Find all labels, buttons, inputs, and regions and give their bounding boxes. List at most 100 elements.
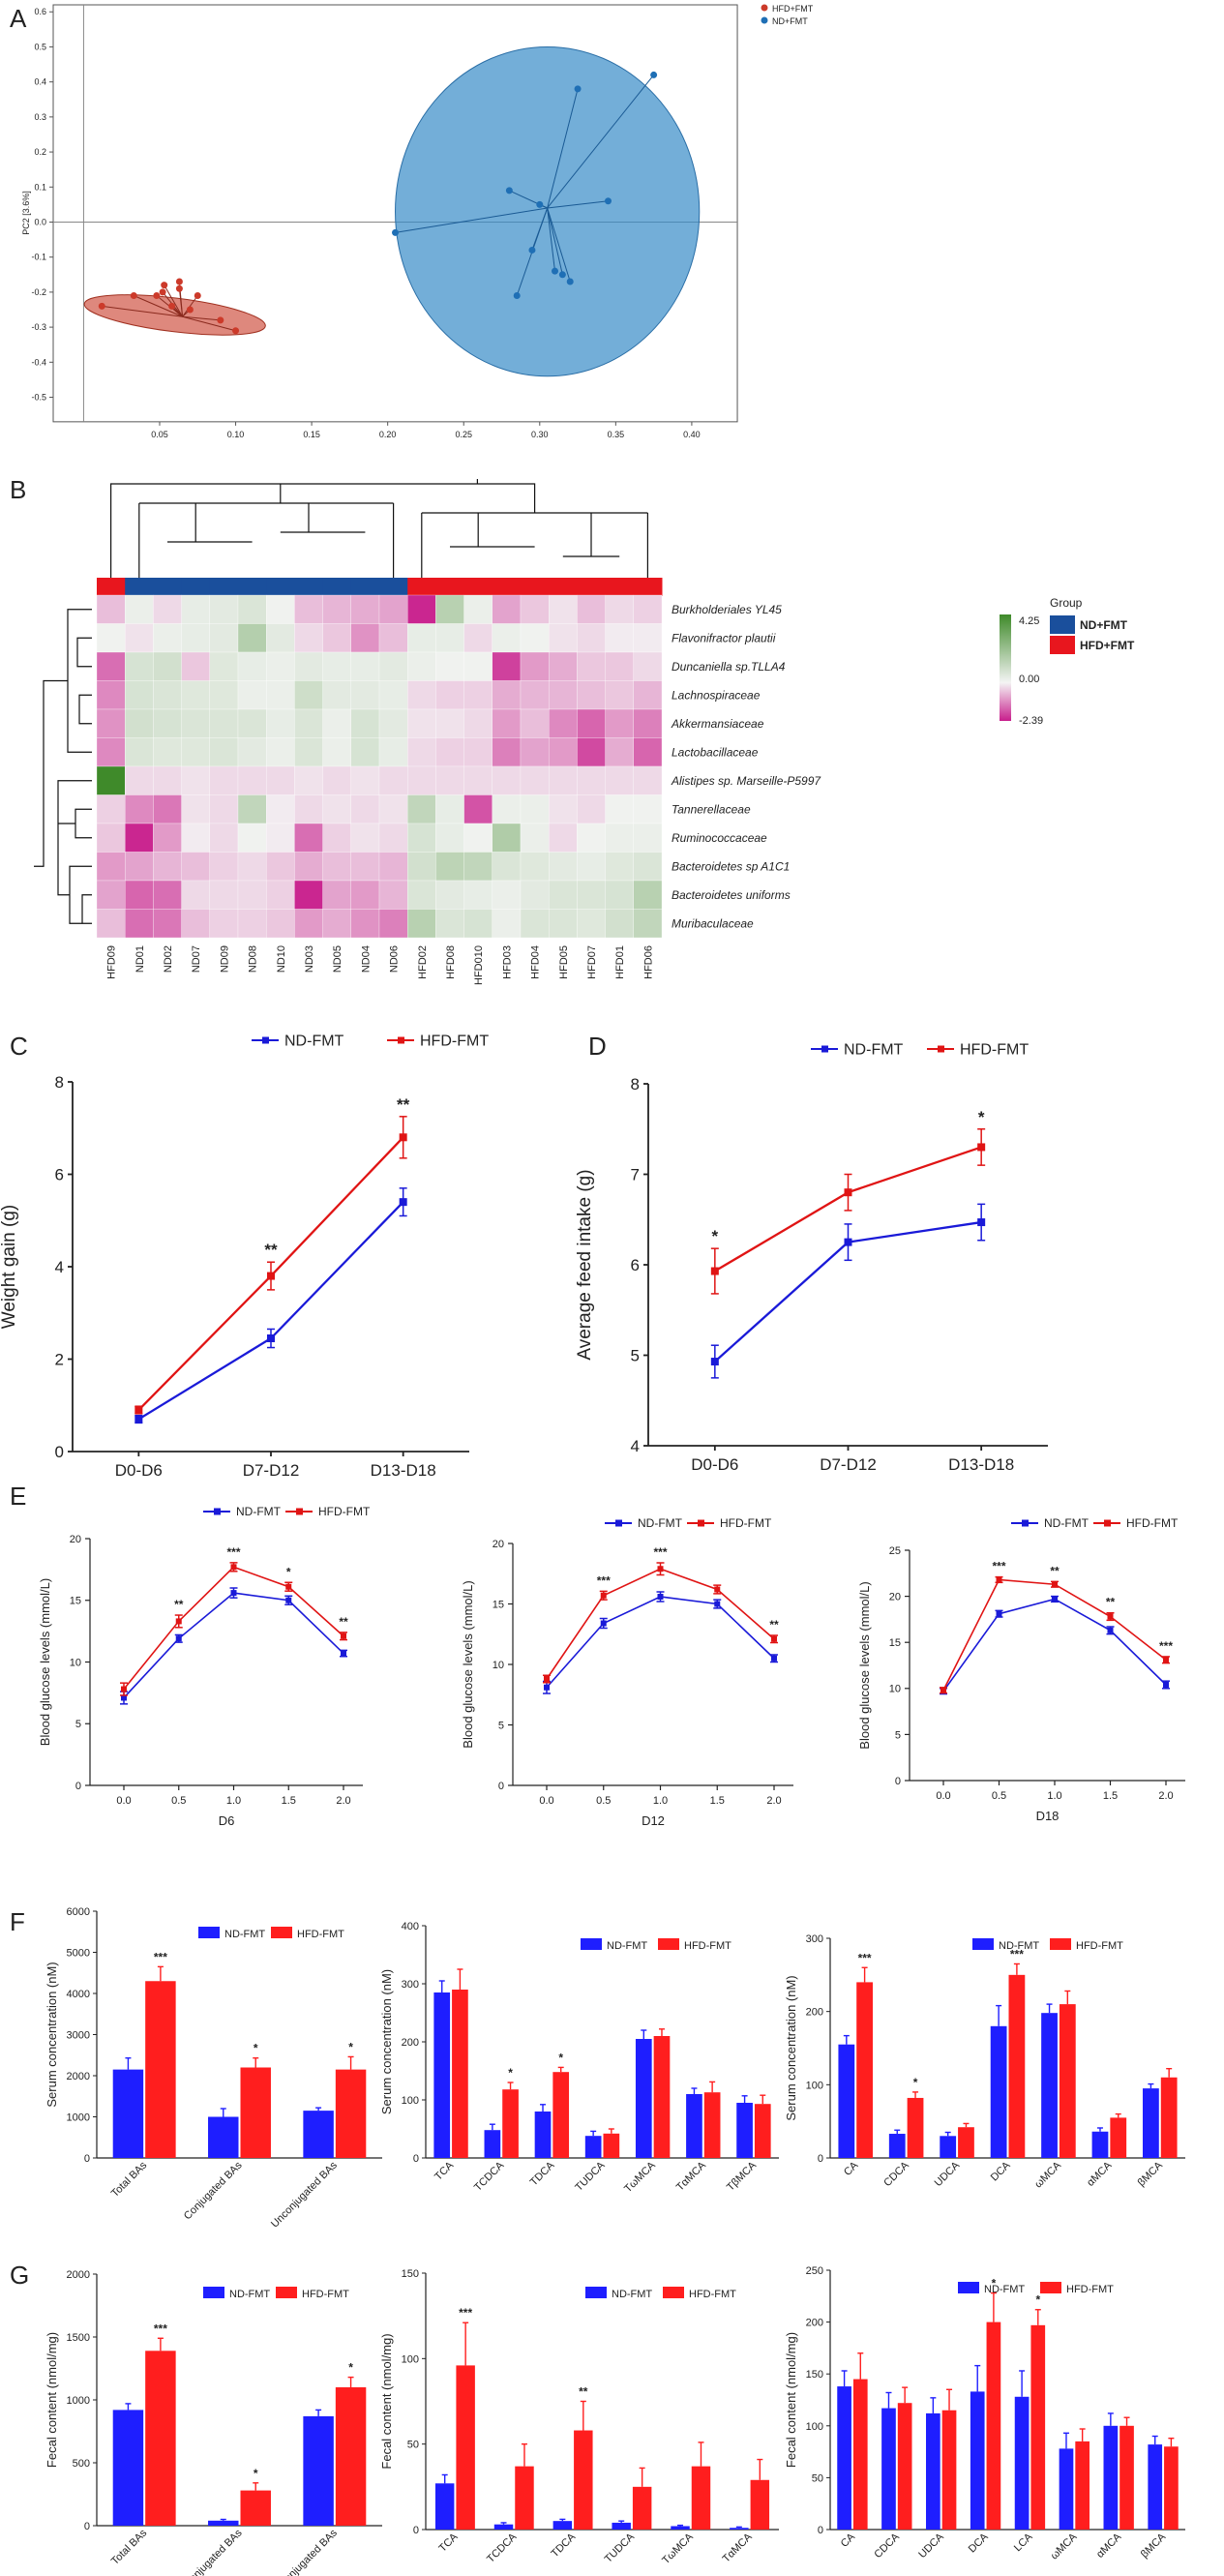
x-tick-label: ωMCA (1032, 2159, 1063, 2190)
y-tick-label: -0.2 (31, 287, 46, 297)
spider-line (547, 207, 555, 272)
legend-label: HFD-FMT (684, 1940, 731, 1952)
heatmap-cell (378, 680, 408, 710)
legend-label: ND+FMT (1080, 618, 1128, 632)
bar-ND-FMT (838, 2044, 855, 2158)
column-dendrogram (110, 479, 648, 578)
heatmap-cell (549, 623, 578, 653)
column-label: ND05 (332, 945, 343, 973)
x-tick-label: TDCA (528, 2159, 557, 2188)
x-tick-label: 0.5 (992, 1790, 1006, 1802)
data-point (996, 1576, 1002, 1583)
bar-HFD-FMT (1059, 2004, 1076, 2158)
legend-label: ND-FMT (984, 2284, 1025, 2295)
legend-label: ND-FMT (607, 1940, 647, 1952)
heatmap-cell (350, 651, 380, 681)
heatmap-cell (520, 765, 550, 795)
significance-mark: ** (1050, 1564, 1060, 1577)
heatmap-cell (96, 623, 126, 653)
y-tick-label: 1000 (67, 2112, 90, 2124)
confidence-ellipse (83, 294, 266, 336)
legend-label: HFD+FMT (772, 4, 814, 14)
heatmap-cell (181, 594, 210, 624)
x-tick-label: 2.0 (336, 1795, 350, 1807)
bar-HFD-FMT (653, 2036, 671, 2158)
y-tick-label: 200 (806, 2318, 823, 2329)
row-dendrogram (34, 609, 92, 924)
heatmap-cell (407, 680, 436, 710)
heatmap-cell (435, 737, 464, 767)
y-tick-label: 0.3 (34, 112, 46, 122)
group-bar-cell (125, 578, 154, 596)
heatmap-cell (294, 880, 323, 910)
x-tick-label: Total BAs (109, 2159, 150, 2200)
bar-HFD-FMT (335, 2387, 367, 2526)
x-tick-label: 0.10 (227, 430, 245, 439)
heatmap-cell (435, 794, 464, 824)
heatmap-cell (605, 880, 634, 910)
panel-e3: 0 5 10 15 20 25 0.0 0.5 1.0 1.5 2.0 Blood glucose l… (857, 1516, 1185, 1823)
data-point (175, 1635, 182, 1642)
row-label: Ruminococcaceae (672, 831, 767, 845)
bar-HFD-FMT (897, 2403, 912, 2530)
heatmap-cell (96, 823, 126, 853)
spider-line (531, 207, 549, 251)
heatmap-cell (378, 909, 408, 939)
heatmap-cell (322, 823, 351, 853)
heatmap-cell (96, 794, 126, 824)
legend-label: HFD-FMT (318, 1505, 371, 1518)
legend-swatch (203, 2287, 224, 2298)
data-point (186, 306, 194, 314)
y-tick-label: 100 (806, 2421, 823, 2433)
y-tick-label: 300 (806, 1933, 823, 1945)
heatmap-cell (605, 623, 634, 653)
heatmap-cell (463, 823, 493, 853)
heatmap-cell (520, 794, 550, 824)
x-axis-label: D18 (1036, 1809, 1060, 1823)
data-point (134, 1406, 143, 1415)
heatmap-cell (125, 708, 154, 738)
significance-mark: ** (339, 1615, 348, 1629)
heatmap-cell (125, 852, 154, 882)
heatmap-cell (153, 708, 182, 738)
x-tick-label: βMCA (1139, 2531, 1169, 2561)
y-tick-label: 0 (413, 2153, 419, 2165)
heatmap-cell (209, 737, 239, 767)
heatmap-cell (237, 623, 267, 653)
heatmap-cell (463, 594, 493, 624)
y-tick-label: 20 (70, 1534, 81, 1545)
heatmap-cell (520, 880, 550, 910)
heatmap-cell (492, 794, 522, 824)
legend-label: ND-FMT (284, 1033, 344, 1050)
heatmap-cell (153, 680, 182, 710)
group-bar-cell (153, 578, 183, 596)
x-tick-label: Total BAs (109, 2527, 150, 2567)
heatmap-cell (549, 794, 578, 824)
bar-HFD-FMT (856, 1982, 873, 2158)
heatmap-cell (350, 765, 380, 795)
x-tick-label: 0.0 (116, 1795, 131, 1807)
heatmap-cell (549, 651, 578, 681)
heatmap-cell (153, 765, 182, 795)
row-label: Akkermansiaceae (671, 717, 764, 731)
bar-HFD-FMT (958, 2127, 974, 2158)
heatmap-cell (577, 909, 606, 939)
group-bar-cell (521, 578, 550, 596)
heatmap-cell (463, 852, 493, 882)
heatmap-cell (463, 765, 493, 795)
legend-marker (214, 1508, 221, 1515)
row-label: Bacteroidetes sp A1C1 (672, 859, 790, 873)
column-label: HFD05 (558, 945, 570, 979)
heatmap-cell (181, 765, 210, 795)
bar-ND-FMT (208, 2520, 239, 2526)
x-tick-label: TCDCA (485, 2531, 520, 2565)
spider-line (547, 207, 563, 275)
y-tick-label: 0 (498, 1781, 504, 1792)
heatmap-cell (237, 737, 267, 767)
spider-line (102, 305, 183, 317)
y-axis-label: Serum concentration (nM) (379, 1969, 394, 2114)
bar-ND-FMT (1091, 2131, 1109, 2158)
bar-ND-FMT (1059, 2448, 1074, 2530)
heatmap-cell (407, 880, 436, 910)
